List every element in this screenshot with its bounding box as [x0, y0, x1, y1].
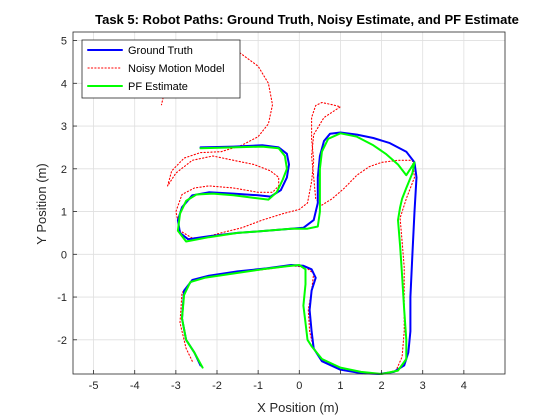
legend: Ground Truth Noisy Motion Model PF Estimat… [81, 39, 241, 99]
y-tick-label: 0 [61, 249, 67, 261]
y-axis-ticks: -2 -1 0 1 2 3 4 5 [57, 36, 77, 347]
series-group [160, 44, 418, 375]
x-axis-ticks: -5 -4 -3 -2 -1 0 1 2 3 4 [89, 370, 467, 392]
x-tick-label: -1 [253, 380, 263, 392]
x-tick-label: -3 [171, 380, 181, 392]
y-tick-label: 5 [61, 36, 67, 48]
x-tick-label: 1 [337, 380, 343, 392]
legend-label-pf-estimate: PF Estimate [128, 81, 188, 93]
legend-label-noisy-motion-model: Noisy Motion Model [128, 63, 225, 75]
y-axis-label: Y Position (m) [34, 163, 49, 244]
y-tick-label: 3 [61, 121, 67, 133]
x-tick-label: -2 [212, 380, 222, 392]
series-line-pf-estimate [176, 132, 416, 375]
x-tick-label: 4 [461, 380, 467, 392]
y-tick-label: 4 [61, 78, 67, 90]
axes-box [72, 31, 506, 375]
y-tick-label: 2 [61, 164, 67, 176]
x-tick-label: 2 [379, 380, 385, 392]
series-line-ground-truth [176, 131, 418, 375]
x-tick-label: 0 [296, 380, 302, 392]
y-tick-label: -2 [57, 335, 67, 347]
y-tick-label: 1 [61, 207, 67, 219]
x-tick-label: -5 [89, 380, 99, 392]
legend-label-ground-truth: Ground Truth [128, 45, 193, 57]
chart-title: Task 5: Robot Paths: Ground Truth, Noisy… [95, 12, 519, 27]
y-tick-label: -1 [57, 292, 67, 304]
grid [73, 32, 505, 374]
x-axis-label: X Position (m) [257, 400, 339, 415]
x-tick-label: -4 [130, 380, 140, 392]
x-tick-label: 3 [420, 380, 426, 392]
